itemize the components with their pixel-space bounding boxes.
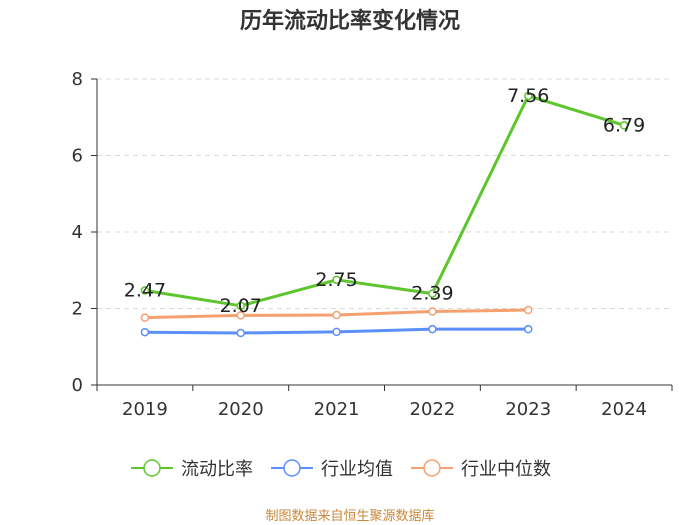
series-行业均值 <box>140 324 533 338</box>
data-point <box>524 91 533 101</box>
data-point <box>236 301 245 311</box>
data-point <box>619 121 629 130</box>
y-tick-label: 8 <box>72 69 83 90</box>
data-point <box>332 275 341 285</box>
data-point <box>140 327 150 337</box>
legend-label: 行业中位数 <box>461 459 551 480</box>
y-tick-label: 4 <box>72 222 83 243</box>
legend-item-行业均值[interactable]: 行业均值 <box>271 459 393 480</box>
legend-item-流动比率[interactable]: 流动比率 <box>131 459 253 480</box>
legend-marker-icon <box>283 459 301 477</box>
data-point <box>428 307 437 316</box>
x-tick-label: 2019 <box>122 399 168 420</box>
data-label: 2.07 <box>220 295 262 317</box>
source-note: 制图数据来自恒生聚源数据库 <box>265 508 434 524</box>
y-tick-label: 2 <box>72 299 83 320</box>
y-tick-label: 0 <box>72 375 83 396</box>
grid-lines <box>97 78 672 309</box>
x-tick-label: 2022 <box>410 399 456 420</box>
data-label: 2.47 <box>124 280 166 302</box>
data-point <box>332 310 341 320</box>
data-point <box>140 286 150 295</box>
data-point <box>524 305 533 315</box>
axes: 0 2 4 6 8 2019 2020 2021 2022 2023 2024 <box>72 69 673 420</box>
series-layer <box>140 91 629 338</box>
data-point <box>236 328 245 338</box>
data-point <box>524 324 533 334</box>
series-line <box>144 94 625 308</box>
legend-marker-icon <box>143 459 161 477</box>
data-label: 6.79 <box>603 114 645 136</box>
data-point <box>428 324 437 334</box>
legend-label: 流动比率 <box>181 459 253 480</box>
data-point <box>140 313 150 322</box>
data-label: 2.75 <box>315 269 357 291</box>
data-label: 2.39 <box>411 283 453 305</box>
x-tick-label: 2024 <box>601 399 647 420</box>
legend-label: 行业均值 <box>321 459 393 480</box>
series-行业中位数 <box>140 305 533 322</box>
legend-marker-icon <box>423 459 441 477</box>
series-流动比率 <box>140 91 629 311</box>
data-point <box>332 327 341 337</box>
data-point <box>428 289 437 298</box>
data-point <box>236 311 245 320</box>
data-labels: 2.47 2.07 2.75 2.39 7.56 6.79 <box>124 85 645 317</box>
legend[interactable]: 流动比率 行业均值 行业中位数 <box>131 459 551 480</box>
x-tick-label: 2021 <box>314 399 360 420</box>
y-tick-label: 6 <box>72 146 83 167</box>
data-label: 7.56 <box>507 85 549 107</box>
x-tick-label: 2023 <box>505 399 551 420</box>
chart-title: 历年流动比率变化情况 <box>240 8 460 34</box>
legend-item-行业中位数[interactable]: 行业中位数 <box>411 459 551 480</box>
x-tick-label: 2020 <box>218 399 264 420</box>
